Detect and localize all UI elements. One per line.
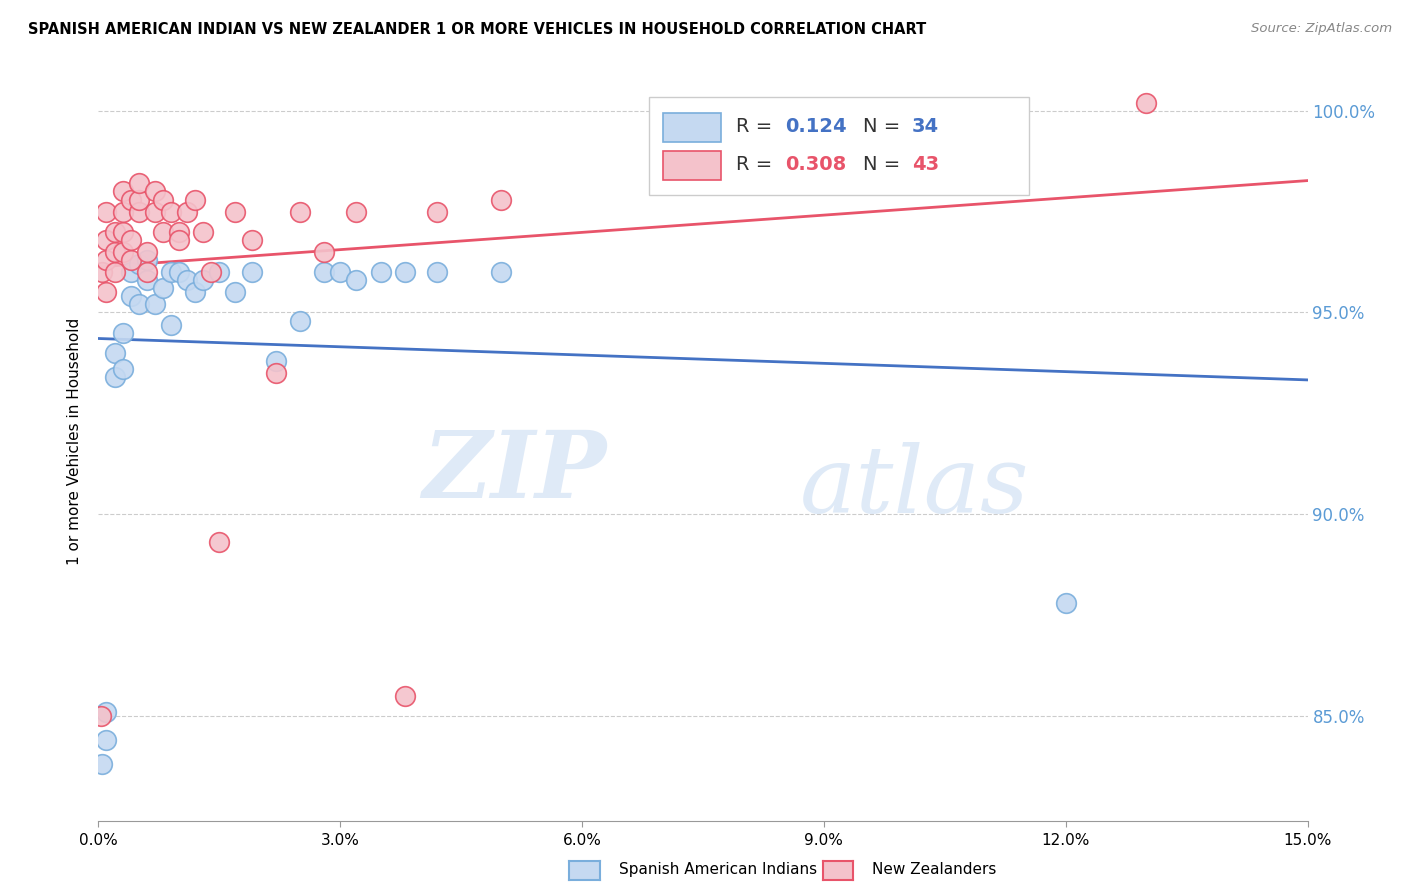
Text: Source: ZipAtlas.com: Source: ZipAtlas.com (1251, 22, 1392, 36)
Point (370, 265, 392, 279)
FancyBboxPatch shape (664, 151, 721, 180)
Point (184, 285, 207, 300)
Text: 43: 43 (912, 155, 939, 174)
Point (103, 265, 125, 279)
Point (111, 204, 134, 219)
Text: N =: N = (863, 155, 905, 174)
Point (120, 193, 142, 207)
Point (91, 757, 114, 772)
Point (288, 204, 311, 219)
Point (314, 244, 336, 259)
Point (1135, 95, 1157, 110)
Text: R =: R = (735, 155, 778, 174)
Point (193, 225, 215, 239)
Point (394, 265, 416, 279)
Point (143, 204, 166, 219)
Point (160, 204, 183, 219)
Point (160, 318, 183, 332)
Point (96, 233, 118, 247)
Point (135, 253, 157, 268)
Point (167, 265, 190, 279)
Point (208, 535, 231, 549)
Point (128, 193, 150, 207)
Y-axis label: 1 or more Vehicles in Household: 1 or more Vehicles in Household (67, 318, 83, 566)
Text: 0.124: 0.124 (785, 118, 846, 136)
Point (314, 265, 336, 279)
Point (90, 708, 112, 723)
Text: 0.308: 0.308 (785, 155, 846, 174)
Point (152, 193, 174, 207)
Point (111, 225, 134, 239)
Text: Spanish American Indians: Spanish American Indians (619, 863, 817, 877)
Point (103, 370, 125, 384)
Point (96, 204, 118, 219)
Point (426, 204, 449, 219)
Point (193, 273, 215, 287)
Point (240, 265, 263, 279)
Point (288, 313, 311, 327)
Point (111, 362, 134, 376)
Point (103, 346, 125, 360)
Point (329, 265, 352, 279)
Point (426, 265, 449, 279)
Point (120, 289, 142, 303)
Point (143, 185, 166, 199)
Point (143, 297, 166, 311)
Point (394, 689, 416, 703)
Point (128, 177, 150, 191)
Point (135, 265, 157, 279)
Point (120, 265, 142, 279)
FancyBboxPatch shape (664, 113, 721, 142)
Point (176, 204, 198, 219)
Point (91, 265, 114, 279)
Point (120, 233, 142, 247)
Point (152, 281, 174, 295)
Point (160, 265, 183, 279)
Point (135, 244, 157, 259)
Point (111, 326, 134, 340)
Text: ZIP: ZIP (422, 427, 606, 516)
Point (96, 733, 118, 747)
Point (128, 297, 150, 311)
Point (491, 193, 513, 207)
Point (103, 225, 125, 239)
Point (224, 204, 246, 219)
Text: 34: 34 (912, 118, 939, 136)
Point (96, 253, 118, 268)
Point (224, 285, 246, 300)
Point (240, 233, 263, 247)
Text: atlas: atlas (800, 442, 1029, 532)
Point (184, 193, 207, 207)
Point (176, 273, 198, 287)
Text: N =: N = (863, 118, 905, 136)
Point (264, 366, 287, 380)
Point (344, 273, 367, 287)
Point (344, 204, 367, 219)
Point (111, 244, 134, 259)
Point (96, 285, 118, 300)
Point (135, 273, 157, 287)
Point (111, 185, 134, 199)
Point (208, 265, 231, 279)
Text: New Zealanders: New Zealanders (872, 863, 995, 877)
Text: R =: R = (735, 118, 778, 136)
Point (96, 705, 118, 719)
Point (491, 265, 513, 279)
Point (128, 257, 150, 271)
Point (103, 244, 125, 259)
Point (128, 204, 150, 219)
Point (1054, 596, 1077, 610)
Point (120, 253, 142, 268)
Point (167, 233, 190, 247)
Point (200, 265, 222, 279)
Point (152, 225, 174, 239)
FancyBboxPatch shape (648, 96, 1029, 195)
Text: SPANISH AMERICAN INDIAN VS NEW ZEALANDER 1 OR MORE VEHICLES IN HOUSEHOLD CORRELA: SPANISH AMERICAN INDIAN VS NEW ZEALANDER… (28, 22, 927, 37)
Point (167, 225, 190, 239)
Point (264, 354, 287, 368)
